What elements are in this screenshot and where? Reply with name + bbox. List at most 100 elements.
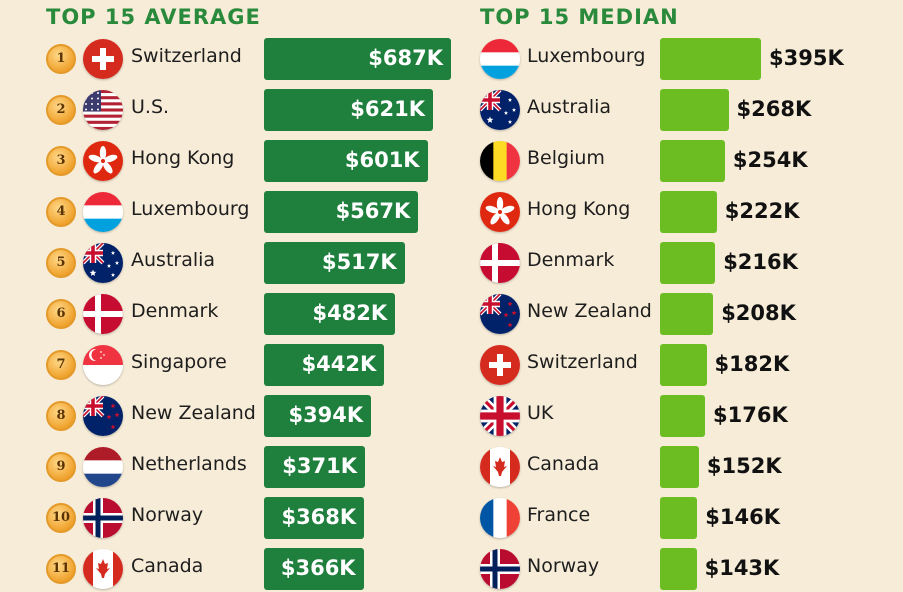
country-label: Australia	[527, 96, 612, 118]
country-label: New Zealand	[527, 300, 652, 322]
bar-row: 9 Netherlands $371K	[0, 444, 903, 490]
data-label: $601K	[344, 148, 420, 172]
new-zealand-flag	[480, 294, 520, 334]
hong-kong-flag	[83, 141, 123, 181]
rank-badge: 6	[46, 299, 76, 329]
bar-row: 3 Hong Kong $601K	[0, 138, 903, 184]
country-label: Hong Kong	[527, 198, 631, 220]
bar	[660, 191, 717, 233]
australia-flag	[83, 243, 123, 283]
data-label: $152K	[706, 454, 782, 478]
us-flag	[83, 90, 123, 130]
bar	[264, 38, 451, 80]
country-label: Switzerland	[527, 351, 638, 373]
bar-row: Switzerland $182K	[0, 342, 903, 388]
bar-row: UK $176K	[0, 393, 903, 439]
bar-row: Denmark $216K	[0, 240, 903, 286]
bar-row: 5 Australia $517K	[0, 240, 903, 286]
data-label: $395K	[769, 46, 844, 70]
bar-row: Belgium $254K	[0, 138, 903, 184]
country-label: Canada	[527, 453, 600, 475]
country-label: New Zealand	[131, 402, 256, 424]
bar	[660, 38, 761, 80]
country-label: Singapore	[131, 351, 227, 373]
data-label: $216K	[723, 250, 798, 274]
country-label: Switzerland	[131, 45, 242, 67]
country-label: France	[527, 504, 591, 526]
data-label: $176K	[713, 403, 788, 427]
country-label: Norway	[527, 555, 600, 577]
bar	[660, 446, 699, 488]
country-label: U.S.	[131, 96, 170, 118]
bar	[264, 446, 365, 488]
data-label: $442K	[301, 352, 377, 376]
switzerland-flag	[83, 39, 123, 79]
netherlands-flag	[83, 447, 123, 487]
data-label: $222K	[724, 199, 800, 223]
uk-flag	[480, 396, 520, 436]
average-panel-title: TOP 15 AVERAGE	[46, 5, 261, 29]
bar-row: Luxembourg $395K	[0, 36, 903, 82]
luxembourg-flag	[480, 39, 520, 79]
bar	[264, 293, 396, 335]
bar-row: 1 Switzerland $687K	[0, 36, 903, 82]
bar-row: 4 Luxembourg $567K	[0, 189, 903, 235]
bar-row: 6 Denmark $482K	[0, 291, 903, 337]
country-label: Norway	[131, 504, 204, 526]
norway-flag	[83, 498, 123, 538]
bar-row: New Zealand $208K	[0, 291, 903, 337]
bar	[264, 191, 419, 233]
bar-row: 10 Norway $368K	[0, 495, 903, 541]
data-label: $621K	[350, 97, 425, 121]
chart-canvas: TOP 15 AVERAGE TOP 15 MEDIAN 1 Switzerlan…	[0, 5, 903, 590]
country-label: Hong Kong	[131, 147, 235, 169]
hong-kong-flag	[480, 192, 520, 232]
bar	[660, 293, 714, 335]
rank-badge: 4	[46, 197, 76, 227]
rank-badge: 1	[46, 44, 76, 74]
bar-row: Hong Kong $222K	[0, 189, 903, 235]
median-panel-title: TOP 15 MEDIAN	[480, 5, 679, 29]
bar	[264, 242, 405, 284]
country-label: Luxembourg	[527, 45, 646, 67]
country-label: Denmark	[527, 249, 615, 271]
bar-row: 2 U.S. $621K	[0, 87, 903, 133]
data-label: $517K	[321, 250, 397, 274]
country-label: Denmark	[131, 300, 219, 322]
bar-row: 8 New Zealand $394K	[0, 393, 903, 439]
luxembourg-flag	[83, 192, 123, 232]
bar-row: France $146K	[0, 495, 903, 541]
bar	[264, 89, 433, 131]
bar	[660, 344, 707, 386]
bar-row: Canada $152K	[0, 444, 903, 490]
australia-flag	[480, 90, 520, 130]
country-label: Australia	[131, 249, 216, 271]
switzerland-flag	[480, 345, 520, 385]
rank-badge: 7	[46, 350, 76, 380]
data-label: $482K	[312, 301, 388, 325]
data-label: $208K	[721, 301, 796, 325]
belgium-flag	[480, 141, 520, 181]
bar-row: Norway $143K	[0, 546, 903, 592]
bar	[660, 395, 705, 437]
bar-row: Australia $268K	[0, 87, 903, 133]
rank-badge: 10	[46, 503, 76, 533]
country-label: Belgium	[527, 147, 605, 169]
data-label: $143K	[704, 556, 780, 580]
bar	[264, 395, 372, 437]
data-label: $182K	[714, 352, 790, 376]
rank-badge: 2	[46, 95, 76, 125]
bar	[660, 242, 716, 284]
bar	[264, 497, 365, 539]
bar-row: 7 Singapore $442K	[0, 342, 903, 388]
bar	[660, 140, 725, 182]
data-label: $371K	[282, 454, 357, 478]
rank-badge: 9	[46, 452, 76, 482]
data-label: $567K	[335, 199, 411, 223]
country-label: Netherlands	[131, 453, 247, 475]
denmark-flag	[480, 243, 520, 283]
data-label: $394K	[288, 403, 364, 427]
bar	[264, 344, 385, 386]
norway-flag	[480, 549, 520, 589]
singapore-flag	[83, 345, 123, 385]
